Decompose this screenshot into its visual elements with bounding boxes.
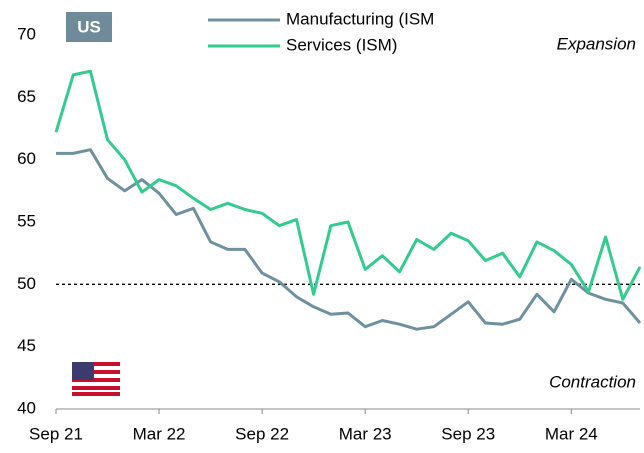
y-tick-label: 65 <box>17 87 36 106</box>
y-tick-label: 50 <box>17 274 36 293</box>
legend-label: Manufacturing (ISM <box>286 9 434 28</box>
annotation: Expansion <box>557 34 636 53</box>
y-tick-label: 55 <box>17 211 36 230</box>
badge-bg <box>66 12 112 42</box>
y-tick-label: 70 <box>17 24 36 43</box>
series-line <box>54 69 642 301</box>
y-tick-label: 60 <box>17 149 36 168</box>
x-tick-label: Sep 23 <box>441 424 495 443</box>
x-tick-label: Sep 22 <box>235 424 289 443</box>
flag <box>72 362 120 396</box>
series-line <box>56 148 642 331</box>
x-tick-label: Mar 24 <box>545 424 598 443</box>
x-tick-label: Mar 23 <box>339 424 392 443</box>
y-tick-label: 40 <box>17 398 36 417</box>
x-tick-label: Mar 22 <box>133 424 186 443</box>
x-tick-label: Sep 21 <box>29 424 83 443</box>
annotation: Contraction <box>549 372 636 391</box>
badge: US <box>77 17 101 36</box>
legend-label: Services (ISM) <box>286 35 397 54</box>
y-tick-label: 45 <box>17 336 36 355</box>
